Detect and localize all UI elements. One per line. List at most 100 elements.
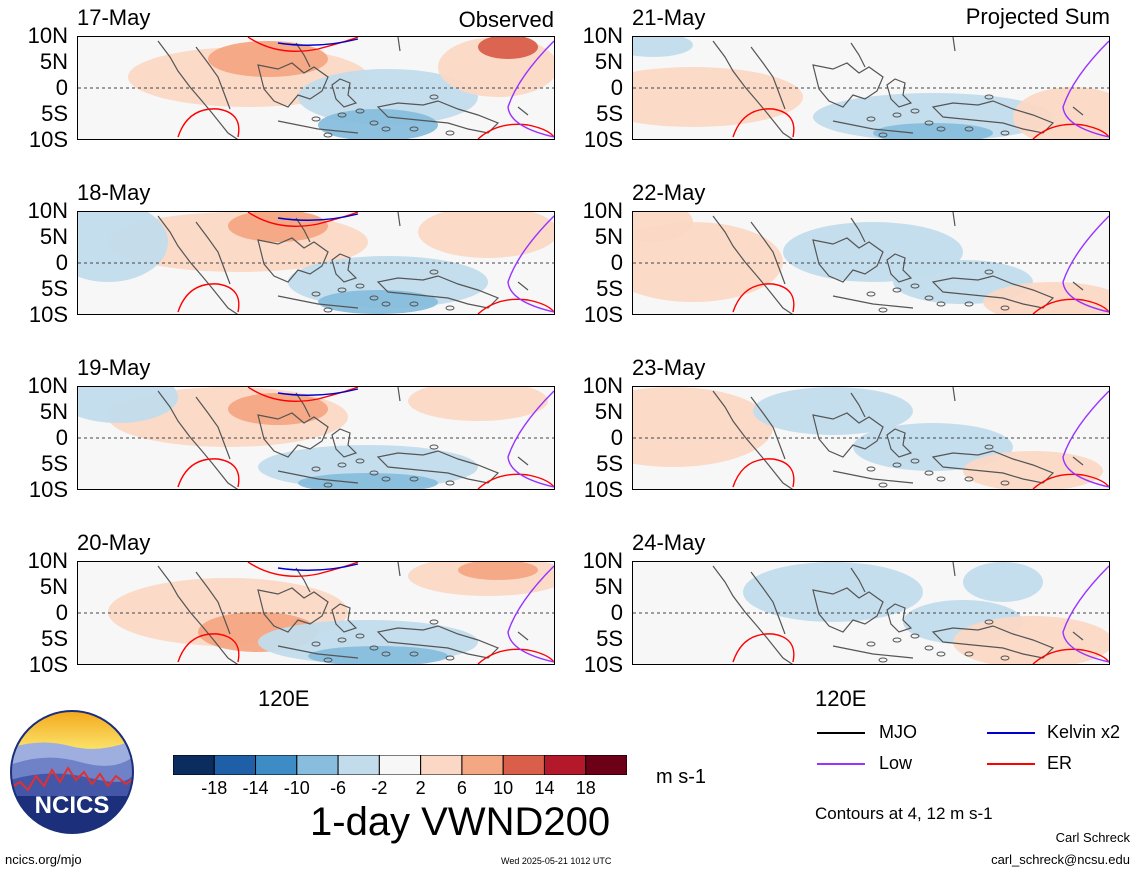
latitude-label: 5N bbox=[39, 224, 68, 249]
island-outline bbox=[936, 301, 946, 307]
anomaly-shading bbox=[873, 123, 993, 139]
contours-note: Contours at 4, 12 m s-1 bbox=[815, 804, 993, 823]
island-outline bbox=[924, 120, 934, 126]
coastline bbox=[886, 253, 913, 283]
coastline bbox=[277, 120, 359, 134]
coastline bbox=[277, 295, 359, 309]
er-contour bbox=[732, 633, 795, 663]
legend-line-mjo bbox=[817, 732, 865, 734]
colorbar-ticks: -18 -14 -10 -6 -2 2 6 10 14 18 bbox=[173, 778, 627, 800]
island-outline bbox=[445, 305, 455, 311]
island-outline bbox=[429, 94, 439, 100]
island-outline bbox=[936, 126, 946, 132]
coastline bbox=[1072, 456, 1084, 466]
island-outline bbox=[964, 126, 974, 132]
coastline bbox=[295, 567, 311, 593]
island-outline bbox=[1000, 305, 1010, 311]
coastline bbox=[750, 396, 786, 460]
colorbar bbox=[172, 754, 628, 776]
island-outline bbox=[323, 482, 333, 488]
coastline bbox=[331, 603, 358, 633]
observed-title: Observed bbox=[458, 7, 554, 32]
island-outline bbox=[369, 295, 379, 301]
latitude-label: 10N bbox=[27, 23, 68, 48]
colorbar-tick-label: -2 bbox=[371, 778, 388, 798]
island-outline bbox=[878, 132, 888, 138]
latitude-label: 5S bbox=[596, 626, 623, 651]
island-outline bbox=[984, 444, 994, 450]
island-outline bbox=[964, 301, 974, 307]
island-outline bbox=[892, 462, 902, 468]
coastline bbox=[195, 571, 231, 635]
island-outline bbox=[1000, 655, 1010, 661]
coastline bbox=[952, 37, 956, 52]
er-contour bbox=[477, 298, 554, 314]
coastline bbox=[517, 106, 529, 116]
wind-anomaly-map bbox=[77, 211, 555, 315]
wind-anomaly-map bbox=[632, 386, 1110, 490]
ncics-logo: NCICS bbox=[10, 710, 134, 834]
wind-anomaly-map bbox=[77, 36, 555, 140]
island-outline bbox=[381, 126, 391, 132]
er-contour bbox=[1032, 473, 1109, 489]
lon-label-left: 120E bbox=[258, 686, 310, 711]
island-outline bbox=[866, 291, 876, 297]
coastline bbox=[750, 221, 786, 285]
island-outline bbox=[878, 307, 888, 313]
anomaly-shading bbox=[983, 282, 1109, 314]
legend-line-kelvin bbox=[987, 732, 1035, 734]
coastline bbox=[157, 390, 239, 489]
island-outline bbox=[409, 651, 419, 657]
latitude-label: 5S bbox=[41, 451, 68, 476]
latitude-label: 5S bbox=[596, 451, 623, 476]
coastline bbox=[1072, 631, 1084, 641]
island-outline bbox=[369, 120, 379, 126]
coastline bbox=[157, 565, 239, 664]
coastline bbox=[157, 215, 239, 314]
wind-anomaly-map bbox=[77, 561, 555, 665]
coastline bbox=[832, 120, 914, 134]
coastline bbox=[277, 645, 359, 659]
coastline bbox=[257, 62, 329, 108]
latitude-label: 0 bbox=[610, 425, 623, 450]
latitude-label: 5N bbox=[39, 574, 68, 599]
latitude-label: 10N bbox=[27, 198, 68, 223]
island-outline bbox=[409, 476, 419, 482]
colorbar-tick-label: 10 bbox=[493, 778, 514, 798]
anomaly-shading bbox=[633, 37, 693, 57]
latitude-label: 10N bbox=[27, 373, 68, 398]
island-outline bbox=[984, 619, 994, 625]
colorbar-swatch bbox=[337, 754, 380, 776]
island-outline bbox=[311, 466, 321, 472]
coastline bbox=[850, 42, 866, 68]
er-contour bbox=[477, 473, 554, 489]
wind-anomaly-map bbox=[632, 561, 1110, 665]
anomaly-shading bbox=[308, 646, 448, 664]
legend-label-low: Low bbox=[879, 753, 913, 773]
latitude-label: 0 bbox=[610, 600, 623, 625]
latitude-label: 10N bbox=[582, 548, 623, 573]
island-outline bbox=[866, 116, 876, 122]
panel-date-label: 19-May bbox=[77, 355, 151, 380]
island-outline bbox=[892, 287, 902, 293]
latitude-label: 0 bbox=[55, 425, 68, 450]
coastline bbox=[195, 396, 231, 460]
coastline bbox=[812, 587, 884, 633]
coastline bbox=[295, 217, 311, 243]
coastline bbox=[257, 237, 329, 283]
wind-anomaly-map bbox=[77, 386, 555, 490]
er-contour bbox=[177, 108, 240, 138]
anomaly-shading bbox=[228, 393, 328, 425]
island-outline bbox=[878, 482, 888, 488]
island-outline bbox=[381, 651, 391, 657]
coastline bbox=[952, 562, 956, 577]
island-outline bbox=[910, 458, 920, 464]
coastline bbox=[832, 470, 914, 484]
coastline bbox=[331, 428, 358, 458]
panel-date-label: 22-May bbox=[632, 180, 706, 205]
latitude-label: 5N bbox=[594, 49, 623, 74]
coastline bbox=[750, 46, 786, 110]
contour-legend: MJO Kelvin x2 Low ER bbox=[817, 722, 1127, 782]
island-outline bbox=[910, 108, 920, 114]
coastline bbox=[376, 100, 500, 134]
